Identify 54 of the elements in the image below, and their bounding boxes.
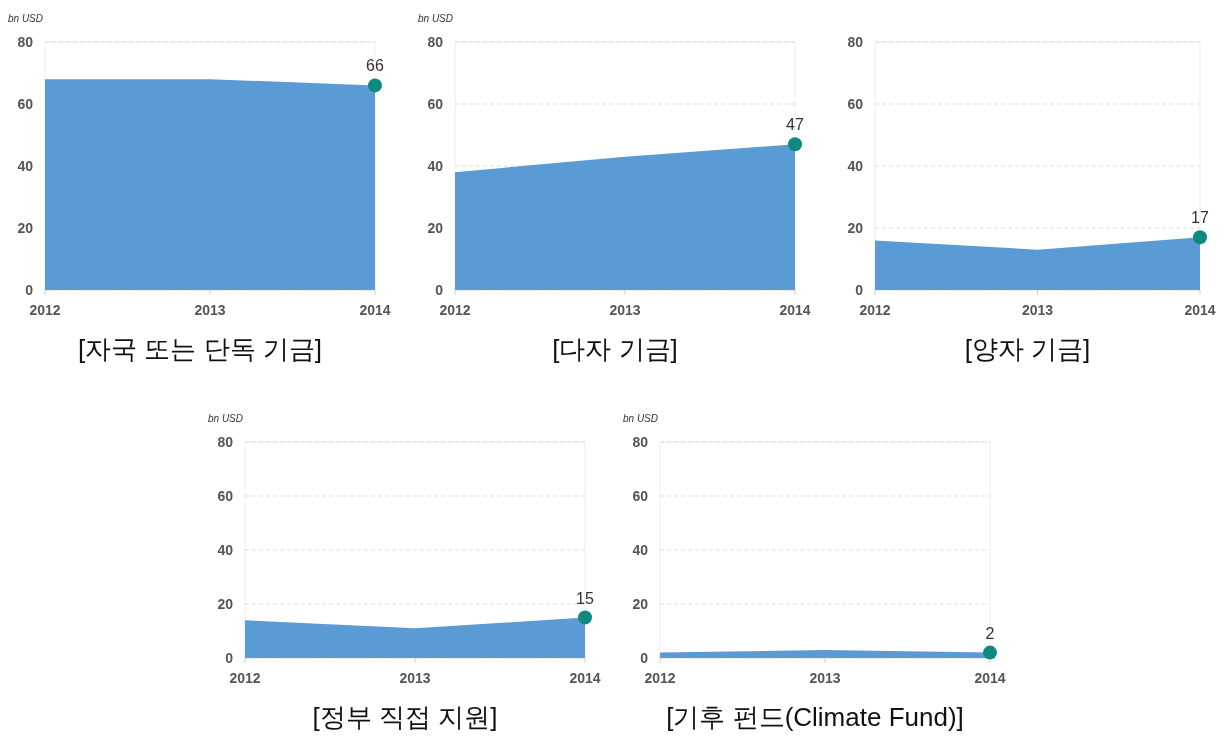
- x-tick-label: 2012: [29, 302, 61, 318]
- data-label: 66: [366, 57, 384, 75]
- y-tick-label: 20: [17, 220, 34, 236]
- data-label: 15: [576, 589, 594, 607]
- y-tick-label: 80: [17, 34, 34, 50]
- y-axis-title: bn USD: [418, 13, 454, 24]
- text: [자국 또는 단독 기금]: [77, 334, 323, 364]
- y-axis-title: bn USD: [623, 413, 659, 424]
- x-tick-label: 2013: [609, 302, 641, 318]
- y-tick-label: 20: [427, 220, 444, 236]
- x-tick-label: 2013: [399, 670, 431, 686]
- y-tick-label: 0: [855, 282, 864, 298]
- x-tick-label: 2014: [779, 302, 811, 318]
- y-tick-label: 40: [632, 542, 649, 558]
- x-tick-label: 2012: [229, 670, 261, 686]
- x-tick-label: 2012: [439, 302, 471, 318]
- y-tick-label: 60: [217, 488, 234, 504]
- y-tick-label: 0: [25, 282, 34, 298]
- x-tick-label: 2014: [359, 302, 391, 318]
- y-tick-label: 80: [632, 434, 649, 450]
- y-tick-label: 60: [847, 96, 864, 112]
- x-tick-label: 2014: [569, 670, 601, 686]
- text: [정부 직접 지원]: [312, 702, 498, 732]
- y-tick-label: 40: [847, 158, 864, 174]
- y-tick-label: 40: [217, 542, 234, 558]
- y-tick-label: 40: [427, 158, 444, 174]
- y-tick-label: 80: [847, 34, 864, 50]
- data-label: 17: [1191, 209, 1209, 227]
- x-tick-label: 2013: [1021, 302, 1054, 318]
- data-label: 2: [985, 624, 995, 642]
- y-tick-label: 60: [632, 488, 649, 504]
- text: [기후 펀드(Climate Fund)]: [666, 702, 964, 732]
- x-tick-label: 2012: [859, 302, 891, 318]
- y-tick-label: 60: [427, 96, 444, 112]
- x-tick-label: 2013: [194, 302, 226, 318]
- y-tick-label: 0: [640, 650, 649, 666]
- y-tick-label: 20: [847, 220, 864, 236]
- x-tick-label: 2013: [809, 670, 841, 686]
- text: [양자 기금]: [964, 334, 1091, 364]
- y-tick-label: 80: [427, 34, 444, 50]
- x-tick-label: 2012: [644, 670, 676, 686]
- text: [다자 기금]: [552, 334, 678, 364]
- y-tick-label: 20: [217, 596, 234, 612]
- y-tick-label: 40: [17, 158, 34, 174]
- x-tick-label: 2014: [1184, 302, 1216, 318]
- y-axis-title: bn USD: [208, 413, 244, 424]
- x-tick-label: 2014: [974, 670, 1006, 686]
- data-label: 47: [786, 116, 804, 134]
- y-tick-label: 80: [217, 434, 234, 450]
- y-tick-label: 60: [17, 96, 34, 112]
- y-axis-title: bn USD: [8, 13, 44, 24]
- y-tick-label: 0: [225, 650, 234, 666]
- y-tick-label: 0: [435, 282, 444, 298]
- y-tick-label: 20: [632, 596, 649, 612]
